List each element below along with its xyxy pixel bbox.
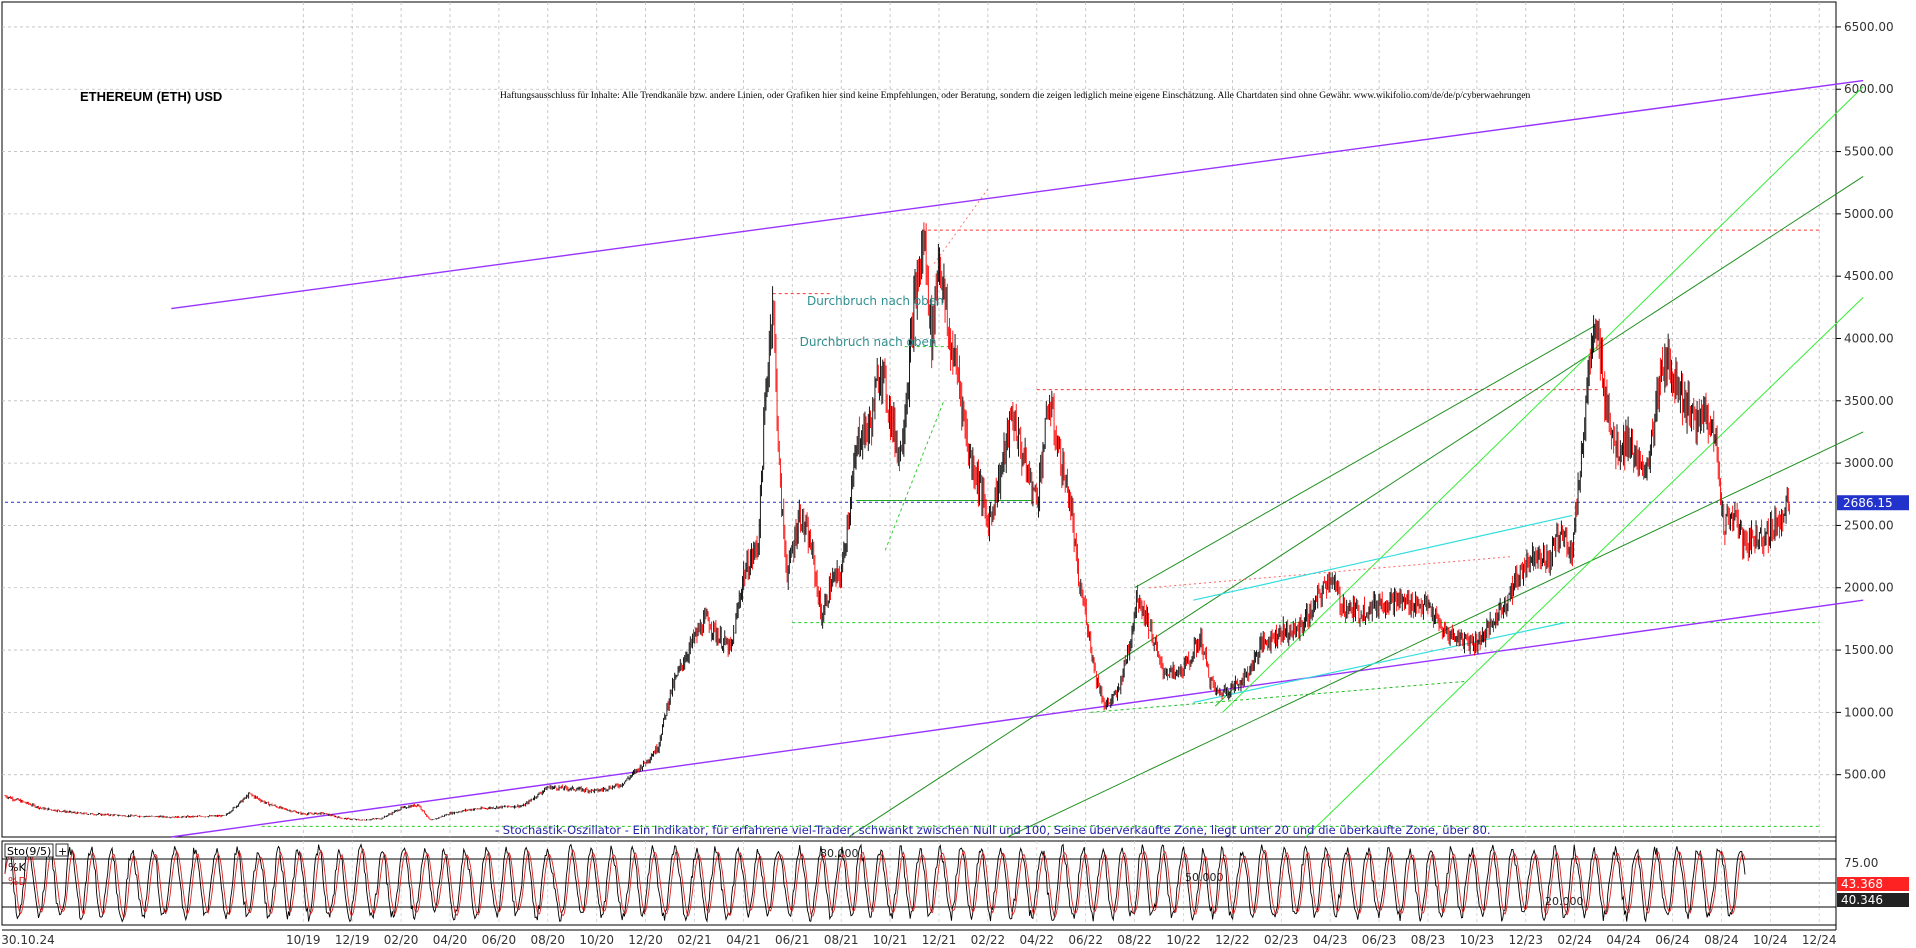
trend-line-12 [1193,514,1573,601]
stoch-d-legend: %D [8,875,27,888]
trend-line-11 [1193,622,1566,703]
x-tick-label-19: 10/22 [1166,933,1201,947]
y-tick-label-5: 3000.00 [1844,456,1894,470]
x-axis: 30.10.24 10/19 12/19 02/20 04/20 06/20 08/20 10… [1,929,1837,947]
x-tick-label-14: 12/21 [922,933,957,947]
trend-line-7 [884,400,945,551]
x-tick-label-21: 02/23 [1264,933,1299,947]
annotation-breakout-2: Durchbruch nach oben [800,335,937,349]
x-tick-label-31: 10/24 [1753,933,1788,947]
disclaimer-text: Haftungsausschluss für Inhalte: Alle Tre… [500,90,1531,101]
x-tick-label-23: 06/23 [1362,933,1397,947]
x-tick-label-22: 04/23 [1313,933,1348,947]
x-tick-label-0: 30.10.24 [1,933,54,947]
trend-line-10 [1149,556,1512,589]
x-tick-label-9: 02/21 [677,933,712,947]
x-tick-label-2: 12/19 [335,933,370,947]
x-tick-label-7: 10/20 [579,933,614,947]
x-tick-label-29: 06/24 [1655,933,1690,947]
x-tick-label-5: 06/20 [482,933,517,947]
stoch-d-line [4,848,1746,918]
y-tick-label-1: 1000.00 [1844,705,1894,719]
stoch-expand-button[interactable] [55,843,69,857]
chart-title: ETHEREUM (ETH) USD [80,89,222,104]
trend-line-1 [171,599,1864,838]
annotation-breakout-1: Durchbruch nach oben [807,294,944,308]
trend-line-0 [171,79,1864,310]
y-tick-label-9: 5000.00 [1844,207,1894,221]
x-tick-label-8: 12/20 [628,933,663,947]
trend-line-3 [848,176,1864,838]
y-tick-label-12: 6500.00 [1844,20,1894,34]
stoch-d-last-marker: 40.346 [1837,893,1909,907]
trend-line-5 [1222,86,1864,713]
y-tick-label-7: 4000.00 [1844,331,1894,345]
x-tick-label-28: 04/24 [1606,933,1641,947]
trend-lines [171,79,1864,838]
x-tick-label-16: 04/22 [1019,933,1054,947]
stoch-label-box [4,843,54,858]
price-series [4,222,1790,821]
stoch-k-legend: %K [8,861,26,874]
last-price-label: 2686.15 [1843,496,1893,510]
stoch-level-label-2: 20.000 [1545,895,1584,908]
stoch-d-last-value: 40.346 [1841,893,1883,907]
stoch-k-last-marker: 43.368 [1837,877,1909,891]
stoch-y-label-0: 75.00 [1844,856,1878,870]
x-tick-label-12: 08/21 [824,933,859,947]
y-tick-label-6: 3500.00 [1844,394,1894,408]
y-tick-label-4: 2500.00 [1844,518,1894,532]
x-tick-label-25: 10/23 [1460,933,1495,947]
y-axis: 500.00 1000.00 1500.00 2000.00 2500.00 3000.0… [1836,20,1894,782]
stoch-k-line [4,843,1746,923]
stoch-level-label-1: 50.000 [1185,871,1224,884]
stoch-indicator-name: Sto(9/5) [7,845,51,858]
x-tick-label-27: 02/24 [1557,933,1592,947]
y-tick-label-2: 1500.00 [1844,643,1894,657]
x-tick-label-11: 06/21 [775,933,810,947]
y-tick-label-10: 5500.00 [1844,145,1894,159]
y-tick-label-8: 4500.00 [1844,269,1894,283]
trend-line-13 [1214,687,1236,707]
y-tick-label-11: 6000.00 [1844,82,1894,96]
x-tick-label-18: 08/22 [1117,933,1152,947]
x-tick-label-10: 04/21 [726,933,761,947]
x-tick-label-3: 02/20 [384,933,419,947]
x-tick-label-24: 08/23 [1411,933,1446,947]
trend-line-6 [1305,297,1864,838]
plus-icon[interactable]: + [58,845,67,858]
stoch-level-label-0: 80.000 [820,847,859,860]
trend-line-8 [933,188,989,265]
x-tick-label-1: 10/19 [286,933,321,947]
trend-line-9 [1090,680,1468,713]
x-tick-label-30: 08/24 [1704,933,1739,947]
last-price-marker: 2686.15 [1837,495,1909,511]
x-tick-label-26: 12/23 [1508,933,1543,947]
y-tick-label-3: 2000.00 [1844,581,1894,595]
x-tick-label-20: 12/22 [1215,933,1250,947]
x-tick-label-13: 10/21 [873,933,908,947]
x-tick-label-4: 04/20 [433,933,468,947]
y-tick-label-0: 500.00 [1844,768,1886,782]
x-tick-label-32: 12/24 [1802,933,1837,947]
stoch-k-last-value: 43.368 [1841,877,1883,891]
trend-line-2 [1134,325,1595,589]
x-tick-label-15: 02/22 [971,933,1006,947]
x-tick-label-17: 06/22 [1068,933,1103,947]
x-tick-label-6: 08/20 [530,933,565,947]
stochastic-note: - Stochastik-Oszillator - Ein Indikator,… [495,823,1491,837]
